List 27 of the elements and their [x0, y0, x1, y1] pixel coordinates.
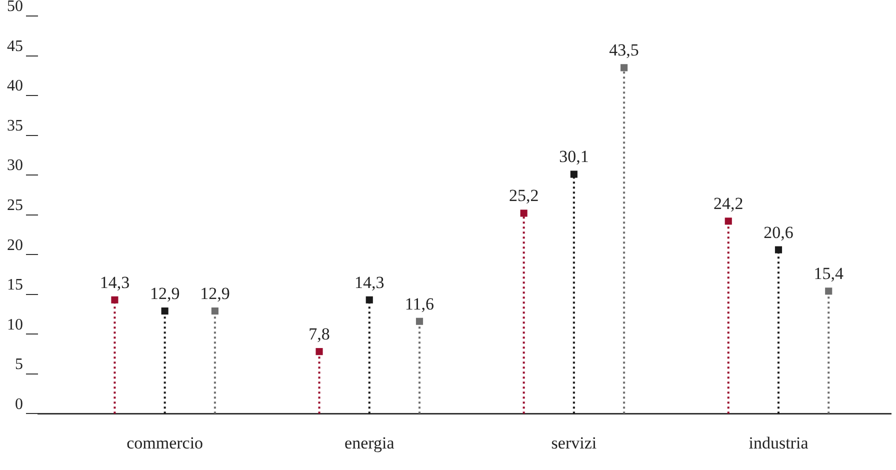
data-label: 14,3 [100, 272, 130, 292]
data-label: 12,9 [200, 284, 230, 304]
data-label: 25,2 [508, 186, 539, 206]
data-label: 7,8 [308, 324, 330, 344]
data-label: 11,6 [404, 294, 434, 314]
data-label: 14,3 [354, 272, 384, 292]
x-tick-label: commercio [126, 433, 204, 452]
y-tick-label: 30 [7, 157, 23, 174]
y-tick-label: 45 [7, 38, 23, 55]
data-label: 24,2 [714, 194, 744, 214]
x-tick-label: servizi [551, 433, 597, 452]
y-tick-label: 50 [7, 0, 23, 16]
y-tick-label: 10 [7, 316, 23, 334]
y-tick-label: 40 [7, 78, 23, 95]
y-tick-label: 25 [7, 197, 23, 214]
data-label: 30,1 [559, 147, 589, 166]
data-label: 20,6 [764, 222, 794, 242]
x-tick-label: industria [748, 433, 809, 452]
y-tick-label: 20 [7, 236, 23, 254]
y-tick-label: 35 [7, 117, 23, 134]
y-tick-label: 5 [15, 356, 23, 374]
x-tick-label: energia [344, 433, 395, 452]
y-tick-label: 0 [15, 396, 23, 413]
data-label: 12,9 [150, 284, 180, 304]
data-label: 15,4 [814, 264, 844, 284]
data-label: 43,5 [609, 40, 639, 60]
y-tick-label: 15 [7, 276, 23, 294]
